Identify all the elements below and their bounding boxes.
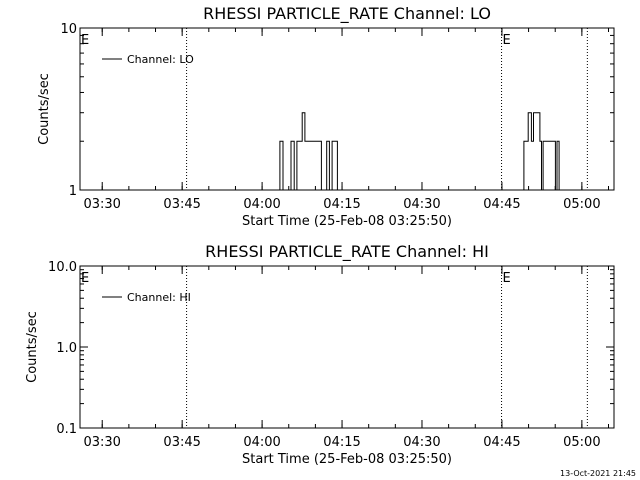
x-tick-label: 04:45 xyxy=(483,197,520,212)
y-tick-label: 10.0 xyxy=(48,260,77,275)
event-marker-label: E xyxy=(81,271,89,286)
hi-channel-chart: RHESSI PARTICLE_RATE Channel: HI Counts/s… xyxy=(25,242,615,467)
x-tick-label: 04:30 xyxy=(403,435,440,450)
x-tick-label: 04:30 xyxy=(403,197,440,212)
legend-label: Channel: HI xyxy=(127,291,191,304)
x-tick-label: 04:45 xyxy=(483,435,520,450)
x-tick-label: 05:00 xyxy=(563,197,600,212)
generation-timestamp: 13-Oct-2021 21:45 xyxy=(560,469,636,478)
legend-label: Channel: LO xyxy=(127,53,194,66)
x-tick-label: 05:00 xyxy=(563,435,600,450)
x-tick-label: 04:00 xyxy=(243,197,280,212)
y-tick-label: 1 xyxy=(69,184,77,199)
x-tick-label: 03:45 xyxy=(163,197,200,212)
x-axis-label: Start Time (25-Feb-08 03:25:50) xyxy=(242,214,452,229)
event-marker-label: E xyxy=(503,271,511,286)
y-tick-label: 0.1 xyxy=(56,422,77,437)
y-tick-label: 10 xyxy=(60,22,77,37)
chart-title: RHESSI PARTICLE_RATE Channel: HI xyxy=(205,242,489,262)
x-tick-label: 03:30 xyxy=(83,197,120,212)
event-marker-label: E xyxy=(503,33,511,48)
x-tick-label: 03:30 xyxy=(83,435,120,450)
y-tick-label: 1.0 xyxy=(56,341,77,356)
x-tick-label: 03:45 xyxy=(163,435,200,450)
x-tick-label: 04:00 xyxy=(243,435,280,450)
event-marker-label: E xyxy=(81,33,89,48)
chart-title: RHESSI PARTICLE_RATE Channel: LO xyxy=(203,4,491,24)
y-axis-label: Counts/sec xyxy=(25,311,40,383)
lo-channel-chart: RHESSI PARTICLE_RATE Channel: LO Counts/s… xyxy=(37,4,615,229)
x-tick-label: 04:15 xyxy=(323,435,360,450)
x-tick-label: 04:15 xyxy=(323,197,360,212)
x-axis-label: Start Time (25-Feb-08 03:25:50) xyxy=(242,452,452,467)
y-axis-label: Counts/sec xyxy=(37,73,52,145)
data-series-line xyxy=(279,112,560,190)
